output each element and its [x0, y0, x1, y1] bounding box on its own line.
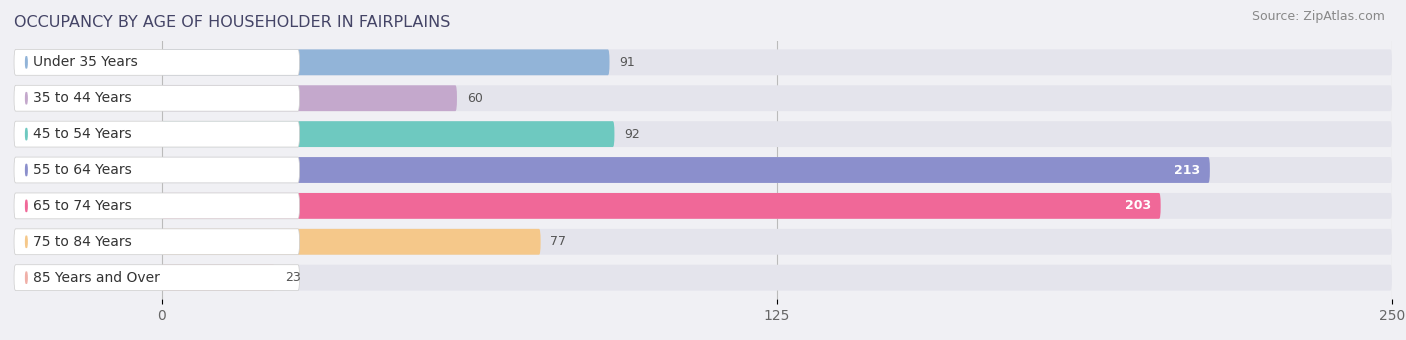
FancyBboxPatch shape [162, 49, 610, 75]
FancyBboxPatch shape [162, 85, 457, 111]
Circle shape [25, 128, 27, 140]
FancyBboxPatch shape [14, 121, 299, 147]
Circle shape [25, 56, 27, 68]
FancyBboxPatch shape [162, 157, 1209, 183]
FancyBboxPatch shape [162, 193, 1161, 219]
FancyBboxPatch shape [162, 85, 1392, 111]
FancyBboxPatch shape [162, 193, 1392, 219]
Text: 203: 203 [1125, 199, 1152, 212]
FancyBboxPatch shape [162, 49, 1392, 75]
Text: 213: 213 [1174, 164, 1201, 176]
Circle shape [25, 164, 27, 176]
FancyBboxPatch shape [14, 265, 299, 291]
FancyBboxPatch shape [162, 157, 1392, 183]
Text: 60: 60 [467, 92, 482, 105]
FancyBboxPatch shape [162, 265, 276, 291]
Text: OCCUPANCY BY AGE OF HOUSEHOLDER IN FAIRPLAINS: OCCUPANCY BY AGE OF HOUSEHOLDER IN FAIRP… [14, 15, 450, 31]
Text: 45 to 54 Years: 45 to 54 Years [34, 127, 132, 141]
FancyBboxPatch shape [162, 229, 540, 255]
Text: 75 to 84 Years: 75 to 84 Years [34, 235, 132, 249]
FancyBboxPatch shape [14, 229, 299, 255]
Circle shape [25, 272, 27, 284]
FancyBboxPatch shape [14, 157, 299, 183]
Text: 92: 92 [624, 128, 640, 141]
Circle shape [25, 92, 27, 104]
FancyBboxPatch shape [162, 265, 1392, 291]
Text: 65 to 74 Years: 65 to 74 Years [34, 199, 132, 213]
FancyBboxPatch shape [14, 85, 299, 111]
Text: 91: 91 [620, 56, 636, 69]
Text: 77: 77 [551, 235, 567, 248]
Text: 85 Years and Over: 85 Years and Over [34, 271, 160, 285]
FancyBboxPatch shape [14, 49, 299, 75]
Text: 23: 23 [285, 271, 301, 284]
FancyBboxPatch shape [162, 229, 1392, 255]
Circle shape [25, 236, 27, 248]
Text: 55 to 64 Years: 55 to 64 Years [34, 163, 132, 177]
FancyBboxPatch shape [14, 193, 299, 219]
Circle shape [25, 200, 27, 212]
FancyBboxPatch shape [162, 121, 614, 147]
Text: Source: ZipAtlas.com: Source: ZipAtlas.com [1251, 10, 1385, 23]
Text: 35 to 44 Years: 35 to 44 Years [34, 91, 132, 105]
Text: Under 35 Years: Under 35 Years [34, 55, 138, 69]
FancyBboxPatch shape [162, 121, 1392, 147]
